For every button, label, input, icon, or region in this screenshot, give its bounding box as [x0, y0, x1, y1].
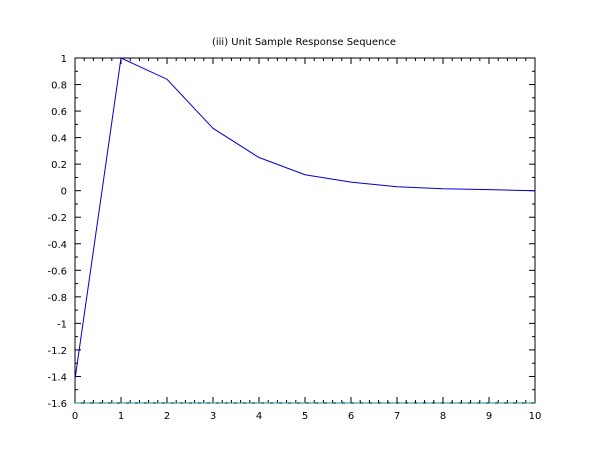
- y-tick-label: -0.6: [47, 266, 67, 277]
- x-tick-label: 2: [164, 411, 170, 422]
- y-tick-label: 0.6: [51, 107, 67, 118]
- x-tick-label: 6: [348, 411, 354, 422]
- y-tick-label: 0.8: [51, 81, 67, 92]
- x-tick-label: 10: [529, 411, 542, 422]
- y-tick-label: -1.6: [47, 399, 67, 410]
- y-tick-label: -0.4: [47, 240, 67, 251]
- series-line-response: [74, 57, 536, 380]
- x-tick-label: 7: [394, 411, 400, 422]
- plot-frame: [74, 57, 536, 404]
- x-tick-label: 9: [486, 411, 492, 422]
- y-tick-label: -1.4: [47, 372, 67, 383]
- y-tick-label: 0.2: [51, 160, 67, 171]
- x-tick-label: 1: [118, 411, 124, 422]
- chart-title: (iii) Unit Sample Response Sequence: [212, 37, 396, 48]
- x-tick-label: 0: [72, 411, 78, 422]
- y-tick-label: 0: [61, 187, 67, 198]
- y-tick-label: 1: [61, 54, 67, 65]
- y-tick-label: -0.2: [47, 213, 67, 224]
- x-tick-label: 5: [302, 411, 308, 422]
- y-tick-label: -1.2: [47, 346, 67, 357]
- x-tick-label: 4: [256, 411, 262, 422]
- y-tick-label: 0.4: [51, 134, 67, 145]
- x-tick-label: 3: [210, 411, 216, 422]
- y-tick-label: -1: [57, 319, 67, 330]
- x-tick-label: 8: [440, 411, 446, 422]
- y-tick-label: -0.8: [47, 293, 67, 304]
